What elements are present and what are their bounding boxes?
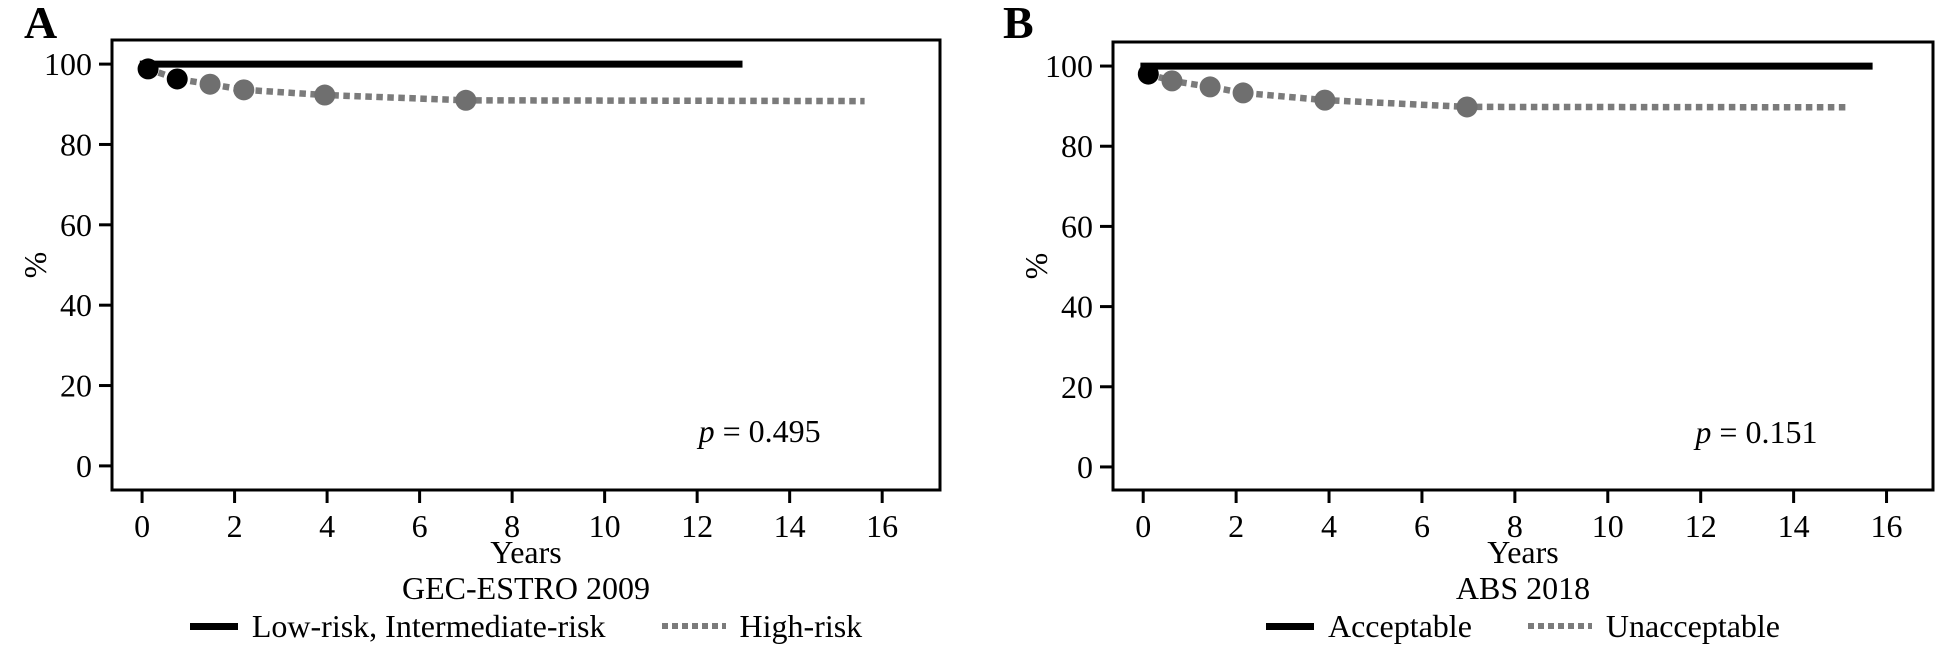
- x-tick-label: 8: [1507, 508, 1523, 544]
- panel-a-subtitle: GEC-ESTRO 2009: [402, 570, 650, 606]
- dotted-line-swatch: [1527, 623, 1592, 629]
- censor-marker-solid: [166, 68, 188, 90]
- y-tick-label: 0: [1077, 449, 1093, 485]
- x-tick-label: 4: [319, 508, 335, 544]
- legend-label: Unacceptable: [1605, 608, 1780, 644]
- x-tick-label: 2: [1228, 508, 1244, 544]
- x-tick-label: 0: [1135, 508, 1151, 544]
- y-tick-label: 60: [1061, 208, 1093, 244]
- x-tick-label: 12: [1685, 508, 1717, 544]
- x-tick-label: 10: [589, 508, 621, 544]
- x-tick-label: 16: [866, 508, 898, 544]
- censor-marker-dotted: [199, 73, 221, 95]
- y-tick-label: 40: [1061, 289, 1093, 325]
- y-tick-label: 40: [60, 287, 92, 323]
- x-tick-label: 8: [504, 508, 520, 544]
- censor-marker-solid: [137, 58, 159, 80]
- x-tick-label: 4: [1321, 508, 1337, 544]
- legend-item: Acceptable: [1265, 608, 1472, 644]
- p-value-label: p = 0.151: [1693, 414, 1817, 450]
- solid-line-swatch: [189, 622, 238, 630]
- censor-marker-dotted: [1232, 82, 1254, 104]
- legend-item: High-risk: [661, 608, 863, 644]
- x-tick-label: 14: [1778, 508, 1810, 544]
- legend-label: Low-risk, Intermediate-risk: [251, 608, 606, 644]
- panel-a-chart: 0 2 4 6 8 10 12 14 16 0 20 40 60 80 100 p = 0.495: [44, 38, 942, 544]
- x-tick-label: 16: [1871, 508, 1903, 544]
- x-tick-label: 6: [412, 508, 428, 544]
- y-tick-label: 80: [60, 126, 92, 162]
- panel-a-letter: A: [24, 0, 58, 48]
- panel-a-legend: Low-risk, Intermediate-risk High-risk: [112, 606, 940, 646]
- y-tick-label: 100: [1045, 48, 1093, 84]
- legend-item: Unacceptable: [1527, 608, 1780, 644]
- plot-border: [110, 38, 942, 492]
- y-tick-label: 20: [1061, 369, 1093, 405]
- censor-marker-dotted: [1161, 70, 1183, 92]
- y-tick-label: 80: [1061, 128, 1093, 164]
- panel-a-x-axis-label: Years: [490, 534, 562, 570]
- y-tick-label: 0: [76, 448, 92, 484]
- censor-marker-dotted: [1199, 76, 1221, 98]
- dotted-line-swatch: [661, 623, 726, 629]
- censor-marker-dotted: [314, 84, 336, 106]
- panel-a: A % 0 2 4 6 8 10 12 14 16 0 20 40 60 80 100 p = 0.495 Y…: [17, 0, 942, 646]
- y-tick-label: 20: [60, 368, 92, 404]
- censor-marker-dotted: [1314, 89, 1336, 111]
- x-tick-label: 12: [681, 508, 713, 544]
- panel-b: B % 0 2 4 6 8 10 12 14 16 0 20 40 60 80 100 p = 0.151 Y…: [973, 0, 1945, 668]
- censor-marker-dotted: [233, 79, 255, 101]
- plot-border: [1111, 40, 1935, 492]
- y-tick-label: 100: [44, 46, 92, 82]
- solid-line-swatch: [1265, 622, 1314, 630]
- x-tick-label: 10: [1592, 508, 1624, 544]
- x-tick-label: 0: [134, 508, 150, 544]
- series-path-dotted: [147, 65, 865, 105]
- x-tick-label: 2: [227, 508, 243, 544]
- legend-item: Low-risk, Intermediate-risk: [189, 608, 606, 644]
- censor-marker-dotted: [1456, 96, 1478, 118]
- censor-marker-solid: [1137, 63, 1159, 85]
- panel-b-letter: B: [1003, 0, 1034, 48]
- censor-marker-dotted: [455, 89, 477, 111]
- panel-b-subtitle: ABS 2018: [1455, 570, 1591, 606]
- panel-b-legend: Acceptable Unacceptable: [1113, 606, 1933, 646]
- x-tick-label: 14: [774, 508, 806, 544]
- y-tick-label: 60: [60, 207, 92, 243]
- legend-label: Acceptable: [1327, 608, 1472, 644]
- x-tick-label: 6: [1414, 508, 1430, 544]
- panel-b-x-axis-label: Years: [1487, 534, 1559, 570]
- p-value-label: p = 0.495: [697, 413, 821, 449]
- panel-b-chart: 0 2 4 6 8 10 12 14 16 0 20 40 60 80 100 p = 0.151: [1045, 40, 1935, 544]
- legend-label: High-risk: [739, 608, 863, 644]
